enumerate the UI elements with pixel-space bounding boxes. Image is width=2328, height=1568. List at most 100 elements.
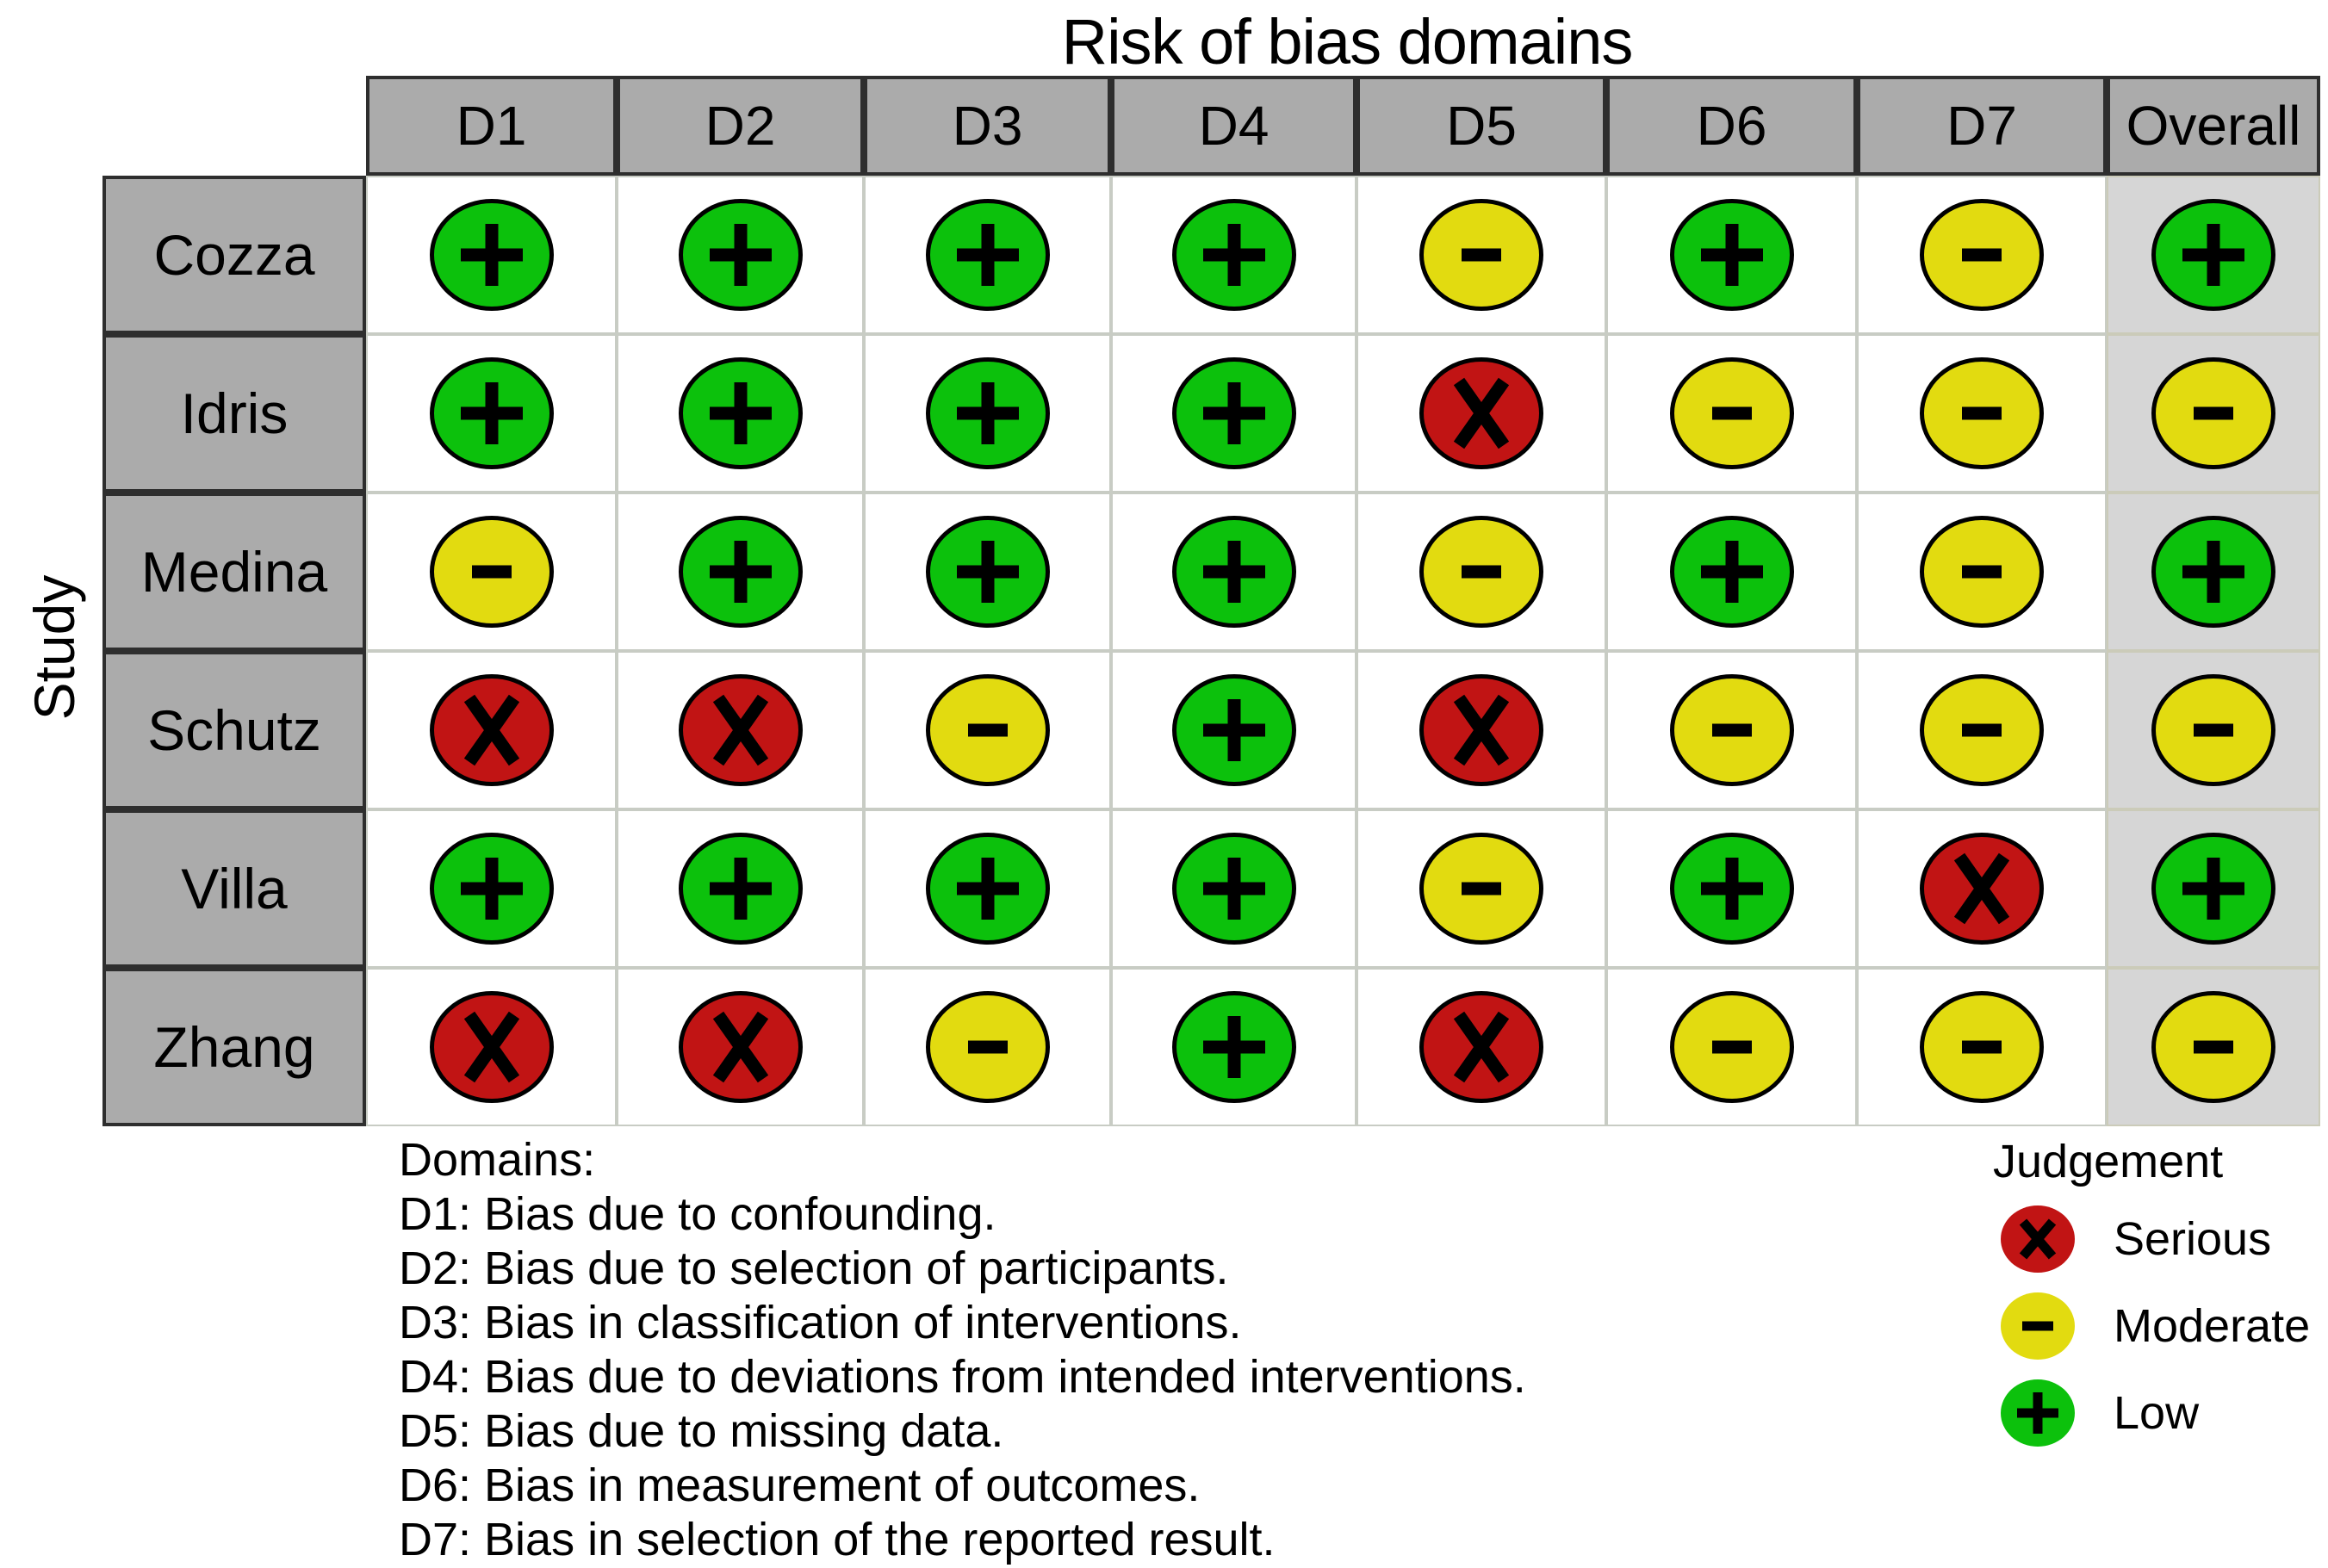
low-icon <box>2151 199 2275 311</box>
legend-item-moderate: Moderate <box>1991 1289 2310 1363</box>
low-icon <box>1171 199 1296 311</box>
judgement-cell-villa-d3 <box>864 809 1111 968</box>
column-header-d6: D6 <box>1606 76 1857 176</box>
judgement-cell-cozza-d7 <box>1857 176 2107 334</box>
judgement-cell-medina-overall <box>2107 493 2320 651</box>
judgement-cell-villa-overall <box>2107 809 2320 968</box>
low-icon <box>1669 199 1794 311</box>
judgement-cell-idris-d7 <box>1857 334 2107 493</box>
low-icon <box>925 833 1050 945</box>
moderate-icon <box>1419 199 1543 311</box>
row-header-zhang: Zhang <box>102 968 366 1126</box>
judgement-cell-schutz-d5 <box>1356 651 1606 809</box>
moderate-icon <box>1920 199 2044 311</box>
legend-title: Judgement <box>1993 1136 2224 1187</box>
legend-label-low: Low <box>2114 1387 2200 1439</box>
judgement-cell-idris-d5 <box>1356 334 1606 493</box>
column-header-overall: Overall <box>2107 76 2320 176</box>
low-icon <box>1171 674 1296 786</box>
column-header-d3: D3 <box>864 76 1111 176</box>
judgement-cell-cozza-d1 <box>366 176 617 334</box>
serious-icon <box>429 674 554 786</box>
low-icon <box>1171 516 1296 628</box>
moderate-icon <box>1669 674 1794 786</box>
row-header-idris: Idris <box>102 334 366 493</box>
judgement-cell-zhang-overall <box>2107 968 2320 1126</box>
moderate-icon <box>1920 516 2044 628</box>
chart-title: Risk of bias domains <box>1061 6 1634 77</box>
domain-definition-d4: D4: Bias due to deviations from intended… <box>399 1351 1526 1403</box>
moderate-icon <box>1669 357 1794 469</box>
judgement-cell-cozza-d6 <box>1606 176 1857 334</box>
judgement-cell-medina-d3 <box>864 493 1111 651</box>
judgement-cell-cozza-d2 <box>617 176 864 334</box>
column-header-d5: D5 <box>1356 76 1606 176</box>
judgement-cell-villa-d7 <box>1857 809 2107 968</box>
domains-note-heading: Domains: <box>399 1134 596 1186</box>
table-corner-spacer <box>102 76 366 176</box>
moderate-icon <box>2001 1292 2075 1360</box>
low-icon <box>2001 1379 2075 1447</box>
domain-definition-d1: D1: Bias due to confounding. <box>399 1188 996 1240</box>
judgement-cell-zhang-d1 <box>366 968 617 1126</box>
low-icon <box>925 199 1050 311</box>
low-icon <box>429 833 554 945</box>
y-axis-label: Study <box>22 574 86 721</box>
judgement-cell-villa-d6 <box>1606 809 1857 968</box>
domain-definition-d5: D5: Bias due to missing data. <box>399 1405 1004 1457</box>
judgement-cell-zhang-d3 <box>864 968 1111 1126</box>
judgement-cell-medina-d2 <box>617 493 864 651</box>
domain-definition-d7: D7: Bias in selection of the reported re… <box>399 1514 1276 1565</box>
judgement-cell-villa-d2 <box>617 809 864 968</box>
row-header-villa: Villa <box>102 809 366 968</box>
low-icon <box>1669 833 1794 945</box>
domain-definition-d2: D2: Bias due to selection of participant… <box>399 1243 1229 1294</box>
judgement-cell-schutz-overall <box>2107 651 2320 809</box>
moderate-icon <box>1920 357 2044 469</box>
serious-icon <box>1419 357 1543 469</box>
low-icon <box>1171 357 1296 469</box>
judgement-cell-zhang-d7 <box>1857 968 2107 1126</box>
moderate-icon <box>1669 991 1794 1103</box>
judgement-cell-medina-d7 <box>1857 493 2107 651</box>
moderate-icon <box>925 674 1050 786</box>
legend-item-low: Low <box>1991 1376 2310 1450</box>
legend-item-serious: Serious <box>1991 1202 2310 1276</box>
column-header-d1: D1 <box>366 76 617 176</box>
moderate-icon <box>1419 833 1543 945</box>
row-header-cozza: Cozza <box>102 176 366 334</box>
judgement-cell-schutz-d7 <box>1857 651 2107 809</box>
legend-serious-icon-wrap <box>2000 1205 2076 1274</box>
judgement-cell-schutz-d4 <box>1111 651 1356 809</box>
judgement-cell-schutz-d6 <box>1606 651 1857 809</box>
moderate-icon <box>1920 674 2044 786</box>
judgement-legend: Judgement Serious Moderate Low <box>1991 1135 2310 1463</box>
judgement-cell-zhang-d2 <box>617 968 864 1126</box>
judgement-cell-medina-d4 <box>1111 493 1356 651</box>
serious-icon <box>429 991 554 1103</box>
judgement-cell-villa-d1 <box>366 809 617 968</box>
moderate-icon <box>1419 516 1543 628</box>
judgement-cell-medina-d1 <box>366 493 617 651</box>
judgement-cell-idris-d3 <box>864 334 1111 493</box>
judgement-cell-idris-d1 <box>366 334 617 493</box>
column-header-d4: D4 <box>1111 76 1356 176</box>
low-icon <box>429 199 554 311</box>
judgement-cell-zhang-d6 <box>1606 968 1857 1126</box>
judgement-cell-schutz-d1 <box>366 651 617 809</box>
low-icon <box>678 357 803 469</box>
moderate-icon <box>2151 674 2275 786</box>
domains-note: Domains: D1: Bias due to confounding. D2:… <box>399 1133 1526 1567</box>
legend-low-icon-wrap <box>2000 1379 2076 1447</box>
judgement-cell-cozza-overall <box>2107 176 2320 334</box>
judgement-cell-villa-d4 <box>1111 809 1356 968</box>
legend-label-serious: Serious <box>2114 1213 2272 1265</box>
risk-of-bias-table: D1 D2 D3 D4 D5 D6 D7 Overall Cozza Idris <box>102 76 2320 1126</box>
judgement-cell-schutz-d3 <box>864 651 1111 809</box>
row-header-medina: Medina <box>102 493 366 651</box>
low-icon <box>1171 991 1296 1103</box>
low-icon <box>925 516 1050 628</box>
column-header-d2: D2 <box>617 76 864 176</box>
low-icon <box>1171 833 1296 945</box>
low-icon <box>2151 516 2275 628</box>
